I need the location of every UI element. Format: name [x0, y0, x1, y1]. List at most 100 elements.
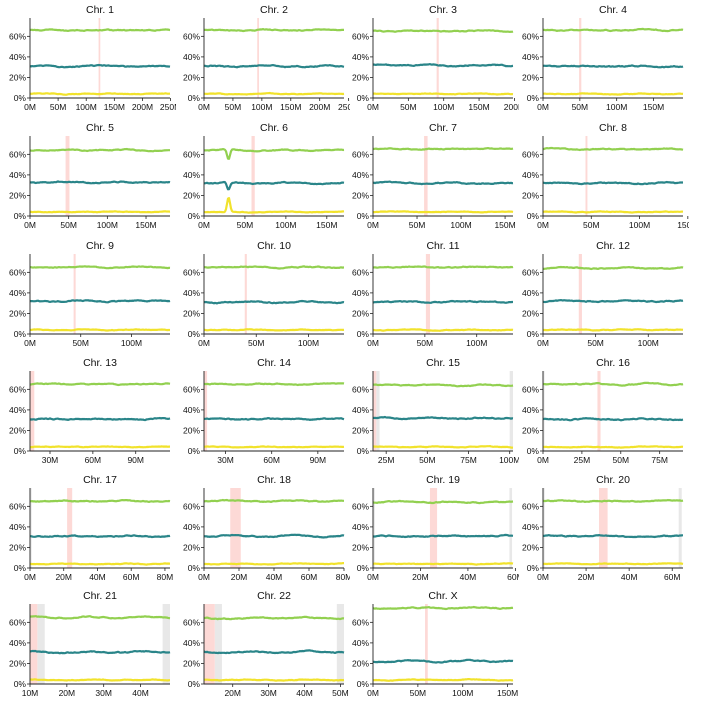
- x-tick-label: 100M: [298, 338, 319, 348]
- y-tick-label: 60%: [183, 617, 200, 627]
- x-tick-label: 150M: [643, 102, 664, 112]
- x-tick-label: 0M: [367, 688, 379, 698]
- y-tick-label: 20%: [183, 658, 200, 668]
- x-tick-label: 50M: [248, 338, 265, 348]
- series-line-teal: [372, 415, 514, 421]
- x-tick-label: 150M: [316, 220, 337, 230]
- centromere-band: [597, 371, 601, 451]
- panel-title: Chr. 15: [426, 357, 460, 369]
- panel-title: Chr. 4: [599, 4, 627, 16]
- y-tick-label: 60%: [522, 384, 539, 394]
- series-line-green: [203, 382, 345, 387]
- x-tick-label: 0M: [198, 572, 210, 582]
- x-tick-label: 250M: [160, 102, 176, 112]
- panel-title: Chr. 10: [257, 240, 291, 252]
- series-line-green: [372, 605, 514, 611]
- y-tick-label: 40%: [522, 52, 539, 62]
- y-tick-label: 0%: [14, 93, 27, 103]
- panel-title: Chr. 19: [426, 474, 460, 486]
- centromere-band: [579, 18, 582, 98]
- x-tick-label: 20M: [59, 688, 76, 698]
- y-tick-label: 0%: [357, 679, 370, 689]
- series-line-green: [542, 265, 684, 271]
- panel-title: Chr. 9: [86, 240, 114, 252]
- y-tick-label: 20%: [352, 425, 369, 435]
- y-tick-label: 40%: [522, 170, 539, 180]
- centromere-band: [424, 136, 428, 216]
- y-tick-label: 60%: [183, 267, 200, 277]
- y-tick-label: 20%: [352, 542, 369, 552]
- gap-band: [376, 371, 380, 451]
- x-tick-label: 0M: [198, 338, 210, 348]
- series-line-teal: [372, 62, 514, 68]
- x-tick-label: 100M: [499, 455, 519, 465]
- series-line-green: [542, 498, 684, 503]
- panel-title: Chr. 18: [257, 474, 291, 486]
- x-tick-label: 90M: [127, 455, 144, 465]
- x-tick-label: 0M: [24, 220, 36, 230]
- y-tick-label: 0%: [188, 93, 201, 103]
- x-tick-label: 200M: [309, 102, 330, 112]
- series-line-teal: [203, 533, 345, 539]
- chart-panel: Chr. 16 0% 20% 40% 60% 0M 25M 50M 75M: [522, 357, 684, 465]
- x-tick-label: 0M: [537, 338, 549, 348]
- x-tick-label: 30M: [217, 455, 234, 465]
- y-tick-label: 20%: [522, 542, 539, 552]
- y-tick-label: 40%: [9, 522, 26, 532]
- series-line-yellow: [542, 445, 684, 449]
- y-tick-label: 40%: [522, 522, 539, 532]
- gap-band: [37, 604, 45, 684]
- x-tick-label: 20M: [412, 572, 429, 582]
- centromere-band: [73, 254, 76, 334]
- y-tick-label: 60%: [352, 501, 369, 511]
- chart-panel: Chr. 1 0% 20% 40% 60% 0M 50M 100M 150M 200M 250M: [9, 4, 176, 112]
- series-line-teal: [542, 64, 684, 69]
- y-tick-label: 60%: [9, 501, 26, 511]
- x-tick-label: 100M: [629, 220, 650, 230]
- x-tick-label: 150M: [104, 102, 125, 112]
- y-tick-label: 60%: [352, 384, 369, 394]
- series-line-teal: [372, 658, 514, 664]
- x-tick-label: 40M: [266, 572, 283, 582]
- series-line-yellow: [203, 562, 345, 566]
- centromere-band: [425, 604, 428, 684]
- x-tick-label: 150M: [468, 102, 489, 112]
- series-line-green: [542, 146, 684, 152]
- series-line-yellow: [29, 210, 171, 214]
- series-line-yellow: [203, 328, 345, 332]
- gap-band: [336, 604, 344, 684]
- x-tick-label: 80M: [157, 572, 174, 582]
- panel-title: Chr. 20: [596, 474, 630, 486]
- panel-title: Chr. 12: [596, 240, 630, 252]
- gap-band: [214, 604, 222, 684]
- x-tick-label: 50M: [572, 102, 589, 112]
- x-tick-label: 150M: [280, 102, 301, 112]
- series-line-green: [372, 383, 514, 388]
- centromere-band: [251, 136, 255, 216]
- chart-panel: Chr. 5 0% 20% 40% 60% 0M 50M 100M 150M: [9, 122, 171, 230]
- y-tick-label: 20%: [183, 72, 200, 82]
- y-tick-label: 60%: [522, 149, 539, 159]
- y-tick-label: 0%: [527, 563, 540, 573]
- panel-title: Chr. 17: [83, 474, 117, 486]
- series-line-green: [542, 381, 684, 387]
- x-tick-label: 50M: [587, 338, 604, 348]
- centromere-band: [585, 136, 588, 216]
- series-line-yellow: [29, 562, 171, 566]
- series-line-yellow: [203, 197, 345, 214]
- x-tick-label: 0M: [367, 572, 379, 582]
- y-tick-label: 60%: [9, 384, 26, 394]
- series-line-teal: [29, 534, 171, 539]
- y-tick-label: 0%: [357, 563, 370, 573]
- y-tick-label: 20%: [352, 658, 369, 668]
- chart-panel: Chr. 8 0% 20% 40% 60% 0M 50M 100M 150M: [522, 122, 689, 230]
- x-tick-label: 20M: [231, 572, 248, 582]
- x-tick-label: 90M: [310, 455, 327, 465]
- y-tick-label: 0%: [188, 446, 201, 456]
- y-tick-label: 0%: [14, 679, 27, 689]
- x-tick-label: 100M: [638, 338, 659, 348]
- y-tick-label: 60%: [183, 149, 200, 159]
- x-tick-label: 20M: [578, 572, 595, 582]
- y-tick-label: 40%: [183, 405, 200, 415]
- chart-panel: Chr. 18 0% 20% 40% 60% 0M 20M 40M 60M 80M: [183, 474, 350, 582]
